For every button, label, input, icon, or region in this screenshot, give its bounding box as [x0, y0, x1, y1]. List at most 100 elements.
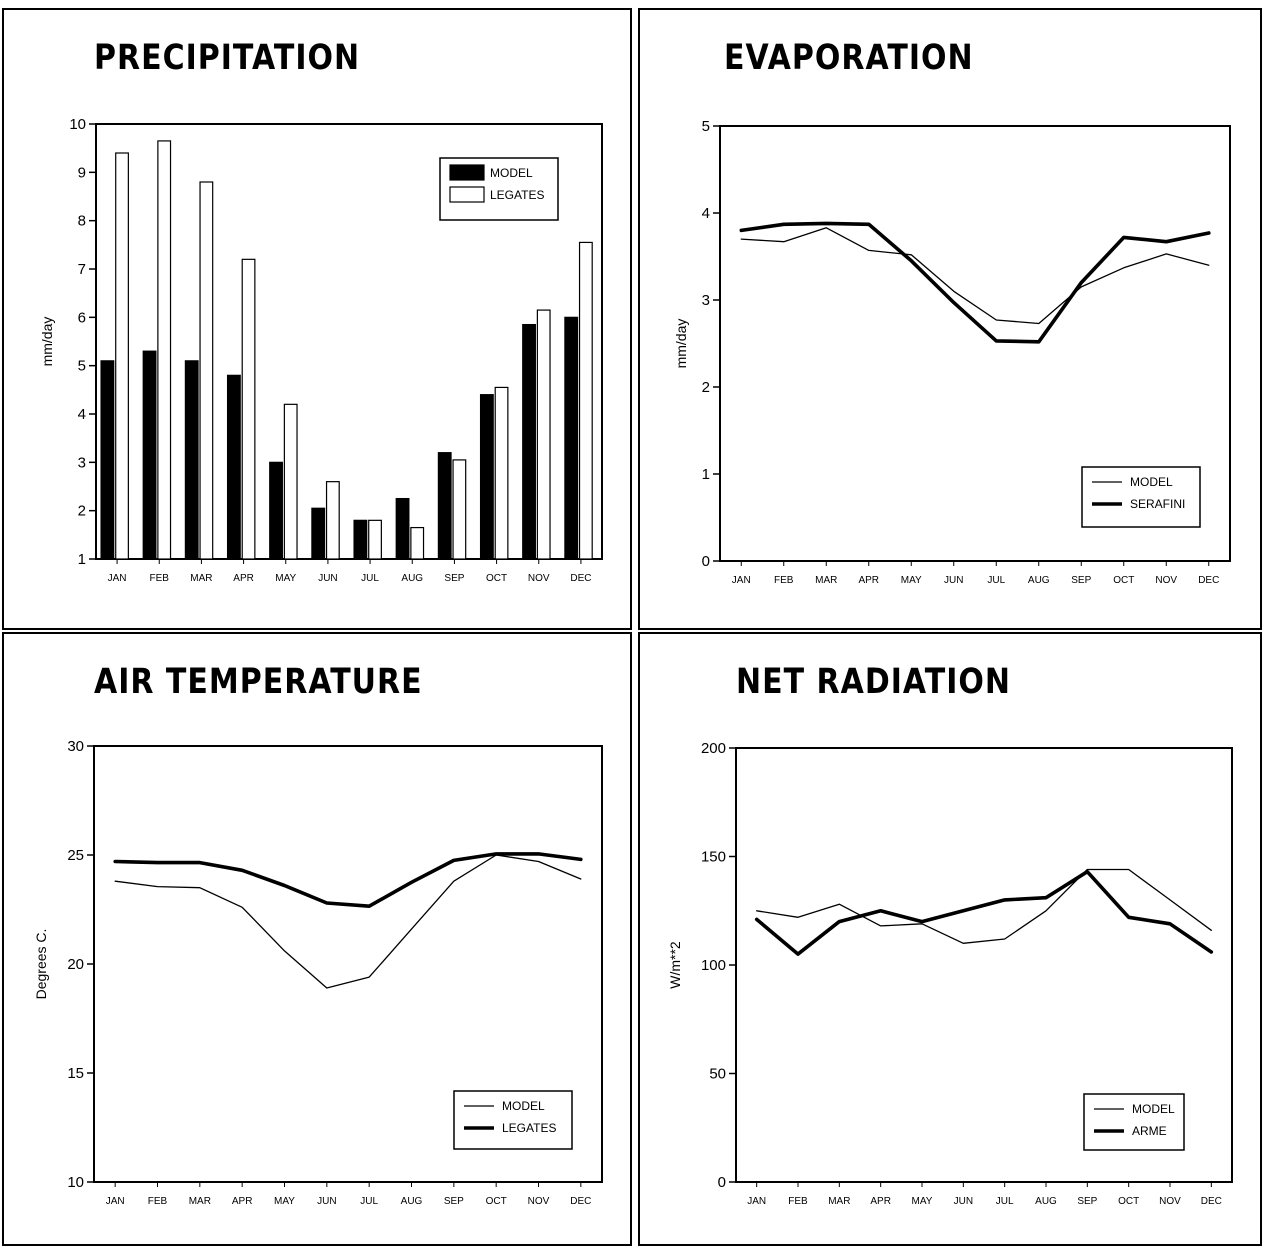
y-tick-label: 50 [709, 1066, 726, 1083]
legend-label-arme: ARME [1132, 1124, 1167, 1138]
chart-svg: 0 1 2 3 4 5 mm/day JAN FEB MAR APR MAY JUN JUL AUG SEP O… [673, 118, 1231, 586]
x-tick-label: FEB [150, 573, 170, 584]
x-tick-label: MAR [815, 575, 837, 586]
bar-legates-dec [578, 241, 593, 560]
plot-frame [95, 123, 603, 560]
bar-model-aug [395, 497, 410, 560]
x-tick-label: SEP [1071, 575, 1091, 586]
series-line-serafini [739, 221, 1211, 344]
bar-legates-jul [368, 519, 382, 560]
bar-model-nov [522, 323, 536, 560]
precipitation-panel: PRECIPITATION 1 2 3 4 5 6 7 8 9 10 mm/day JAN FEB MAR… [2, 8, 632, 630]
chart-title: EVAPORATION [724, 38, 974, 79]
y-tick-label: 30 [67, 738, 84, 755]
y-tick-label: 6 [78, 309, 86, 326]
net-radiation-panel: NET RADIATION 0 50 100 150 200 W/m**2 JAN FEB MA… [638, 632, 1262, 1246]
y-tick-label: 8 [78, 213, 86, 230]
y-axis-label: mm/day [673, 319, 689, 369]
air-temperature-panel: AIR TEMPERATURE 10 15 20 25 30 Degrees C. JAN F… [2, 632, 632, 1246]
bar-legates-sep [452, 459, 467, 560]
x-tick-label: OCT [486, 573, 507, 584]
y-tick-label: 9 [78, 164, 86, 181]
legend-box [1083, 1093, 1185, 1151]
legend-box [453, 1090, 573, 1150]
y-tick-label: 1 [78, 551, 86, 568]
x-tick-label: DEC [1198, 575, 1219, 586]
y-tick-label: 10 [69, 116, 86, 133]
y-tick-label: 0 [718, 1174, 726, 1191]
y-tick-label: 4 [78, 406, 86, 423]
bar-legates-aug [410, 526, 425, 560]
bar-model-oct [479, 394, 494, 560]
y-tick-label: 3 [702, 292, 710, 309]
y-axis-label: W/m**2 [667, 941, 683, 989]
x-tick-label: MAR [828, 1196, 850, 1207]
x-tick-label: DEC [570, 1196, 591, 1207]
x-tick-label: NOV [528, 1196, 550, 1207]
y-tick-label: 200 [701, 740, 726, 757]
bar-legates-apr [241, 258, 256, 560]
chart-svg: 1 2 3 4 5 6 7 8 9 10 mm/day JAN FEB MAR APR MAY JUN JUL AU… [39, 116, 603, 584]
legend-box [1081, 466, 1201, 528]
bar-model-jan [100, 360, 115, 560]
x-tick-label: JUN [954, 1196, 973, 1207]
legend-label-serafini: SERAFINI [1130, 497, 1185, 511]
legend-label-legates: LEGATES [502, 1121, 556, 1135]
bar-legates-feb [157, 140, 172, 560]
x-tick-label: SEP [1077, 1196, 1097, 1207]
chart-svg: 10 15 20 25 30 Degrees C. JAN FEB MAR APR MAY JUN JU… [33, 738, 603, 1207]
x-tick-label: APR [233, 573, 254, 584]
x-tick-label: APR [232, 1196, 253, 1207]
bar-model-jul [353, 519, 368, 560]
bar-legates-jan [115, 152, 129, 560]
chart-title: NET RADIATION [736, 662, 1012, 703]
x-tick-label: AUG [1035, 1196, 1057, 1207]
y-axis-label: mm/day [39, 317, 55, 367]
x-tick-label: AUG [401, 573, 423, 584]
x-tick-label: OCT [1113, 575, 1134, 586]
y-tick-label: 5 [702, 118, 710, 135]
x-tick-label: JUL [361, 573, 379, 584]
x-tick-label: JAN [108, 573, 127, 584]
x-tick-label: FEB [148, 1196, 168, 1207]
y-tick-label: 100 [701, 957, 726, 974]
y-tick-label: 2 [78, 503, 86, 520]
series-line-model [756, 868, 1212, 944]
y-tick-label: 4 [702, 205, 710, 222]
bar-legates-may [283, 403, 298, 560]
x-tick-label: OCT [1118, 1196, 1139, 1207]
x-tick-label: MAY [912, 1196, 933, 1207]
x-tick-label: FEB [788, 1196, 808, 1207]
bar-model-sep [437, 452, 452, 560]
x-tick-label: FEB [774, 575, 794, 586]
legend-label-model: MODEL [502, 1099, 545, 1113]
x-tick-label: DEC [570, 573, 591, 584]
y-tick-label: 7 [78, 261, 86, 278]
y-tick-label: 3 [78, 454, 86, 471]
x-tick-label: JAN [106, 1196, 125, 1207]
x-tick-label: DEC [1201, 1196, 1222, 1207]
x-tick-label: SEP [444, 1196, 464, 1207]
chart-title: PRECIPITATION [94, 38, 361, 79]
x-tick-label: JAN [732, 575, 751, 586]
y-tick-label: 10 [67, 1174, 84, 1191]
chart-svg: 0 50 100 150 200 W/m**2 JAN FEB MAR APR MAY JUN JUL A… [667, 740, 1233, 1207]
y-tick-label: 2 [702, 379, 710, 396]
x-tick-label: AUG [1028, 575, 1050, 586]
bar-legates-jun [325, 481, 340, 560]
bar-model-dec [564, 316, 579, 560]
x-tick-label: APR [858, 575, 879, 586]
y-tick-label: 1 [702, 466, 710, 483]
legend-label-model: MODEL [1132, 1102, 1175, 1116]
x-tick-label: JUL [996, 1196, 1014, 1207]
bar-model-jun [311, 507, 326, 560]
series-line-model [740, 227, 1210, 325]
x-tick-label: OCT [486, 1196, 507, 1207]
bar-legates-nov [536, 309, 551, 560]
bar-legates-oct [494, 386, 509, 560]
bar-model-mar [184, 360, 199, 560]
y-axis-label: Degrees C. [33, 929, 49, 1000]
x-tick-label: JUN [317, 1196, 336, 1207]
x-tick-label: SEP [444, 573, 464, 584]
x-tick-label: MAY [275, 573, 296, 584]
